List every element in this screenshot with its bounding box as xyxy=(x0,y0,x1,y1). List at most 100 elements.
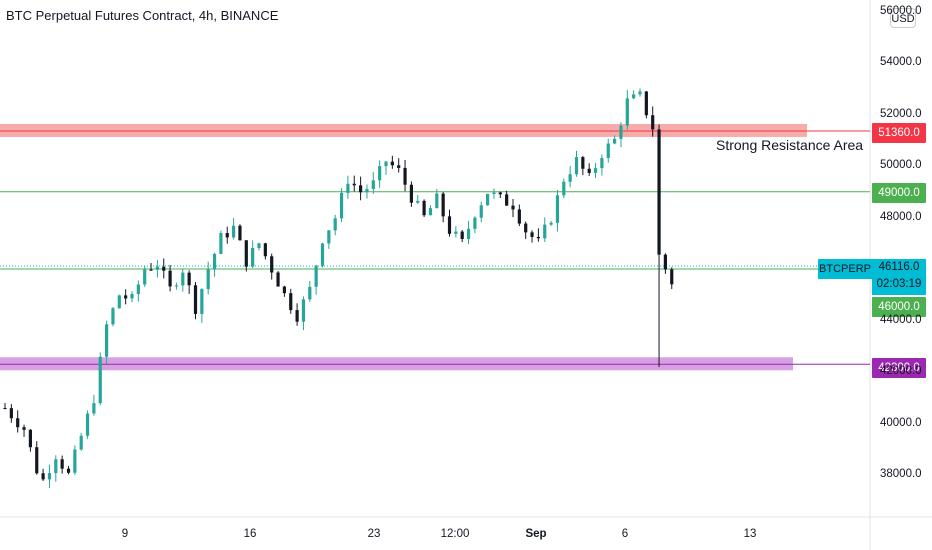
candle-body xyxy=(181,272,185,286)
candle-body xyxy=(143,269,147,285)
candle-body xyxy=(397,165,401,168)
candle-body xyxy=(543,224,547,239)
chart-title: BTC Perpetual Futures Contract, 4h, BINA… xyxy=(6,8,279,23)
candle-body xyxy=(66,468,71,473)
candle-body xyxy=(333,218,337,231)
candle-body xyxy=(232,225,236,238)
candle-body xyxy=(98,356,102,404)
candle-body xyxy=(511,205,515,210)
candle-body xyxy=(346,183,350,193)
candle-body xyxy=(555,195,560,223)
candle-body xyxy=(289,293,293,311)
support-price-label: 42300.0 xyxy=(872,358,926,378)
candle-body xyxy=(54,459,58,474)
candle-body xyxy=(651,115,655,130)
candle-body xyxy=(378,166,382,181)
live-price-label: 46116.0 02:03:19 xyxy=(872,259,926,295)
candle-body xyxy=(244,240,248,267)
live-price-value: 46116.0 xyxy=(878,261,920,273)
candle-body xyxy=(200,289,204,314)
candle-body xyxy=(657,129,661,255)
candle-body xyxy=(384,161,388,167)
level-49000-label: 49000.0 xyxy=(872,183,926,203)
candle-body xyxy=(549,222,553,225)
level-46000-label: 46000.0 xyxy=(872,297,926,317)
resistance-price-label: 51360.0 xyxy=(872,123,926,143)
bar-countdown: 02:03:19 xyxy=(876,278,922,290)
candle-body xyxy=(416,200,420,203)
candle-body xyxy=(454,231,458,234)
candle-body xyxy=(22,427,26,430)
price-tick-label: 40000.0 xyxy=(880,416,922,429)
candle-body xyxy=(479,205,483,218)
candle-body xyxy=(435,193,439,209)
candle-body xyxy=(441,193,445,217)
candle-body xyxy=(574,157,579,175)
candle-body xyxy=(41,473,45,480)
candle-body xyxy=(60,459,64,469)
candle-body xyxy=(593,168,598,173)
candle-body xyxy=(308,286,312,300)
date-tick-label: 16 xyxy=(243,528,257,540)
candle-body xyxy=(365,188,369,193)
candle-body xyxy=(638,91,642,95)
candle-body xyxy=(174,285,179,287)
candle-body xyxy=(92,403,96,414)
price-tick-label: 56000.0 xyxy=(880,4,922,17)
candle-body xyxy=(409,184,413,203)
candle-body xyxy=(105,324,109,357)
price-tick-label: 50000.0 xyxy=(880,159,922,171)
candle-body xyxy=(79,435,83,450)
candle-body xyxy=(149,269,153,271)
candle-body xyxy=(124,295,128,299)
candle-body xyxy=(606,143,610,158)
candle-body xyxy=(359,185,363,193)
candle-body xyxy=(473,217,477,229)
candle-body xyxy=(562,181,566,196)
candle-body xyxy=(3,408,7,410)
candle-body xyxy=(263,243,267,257)
candle-body xyxy=(270,256,274,273)
candle-body xyxy=(130,294,134,299)
candle-body xyxy=(212,253,217,270)
candle-body xyxy=(492,192,496,194)
candle-body xyxy=(73,449,77,473)
price-tick-label: 48000.0 xyxy=(880,210,922,223)
date-tick-label: Sep xyxy=(525,528,547,540)
candle-body xyxy=(320,243,325,266)
candle-body xyxy=(168,270,172,287)
candle-body xyxy=(632,94,636,99)
candle-body xyxy=(327,230,331,244)
candle-body xyxy=(238,225,242,241)
candle-body xyxy=(486,193,490,206)
candle-body xyxy=(581,157,585,169)
candle-body xyxy=(257,243,261,249)
date-tick-label: 13 xyxy=(743,528,757,540)
candle-body xyxy=(193,285,198,314)
price-tick-label: 42000.0 xyxy=(880,365,922,377)
candle-body xyxy=(276,272,280,287)
date-tick-label: 9 xyxy=(121,528,129,540)
candle-body xyxy=(9,408,13,419)
candle-body xyxy=(460,231,464,239)
price-tick-label: 44000.0 xyxy=(880,313,922,326)
candle-body xyxy=(422,200,426,216)
currency-button[interactable]: USD xyxy=(890,8,916,28)
candle-body xyxy=(466,228,471,239)
candle-body xyxy=(301,299,306,322)
candle-body xyxy=(428,208,433,216)
candle-body xyxy=(600,157,604,169)
candle-body xyxy=(206,269,210,290)
candle-body xyxy=(447,216,452,234)
candle-body xyxy=(536,236,540,239)
candle-body xyxy=(403,167,407,185)
candle-body xyxy=(35,447,39,474)
candle-body xyxy=(498,192,502,195)
candle-body xyxy=(295,310,299,322)
candle-body xyxy=(155,266,159,270)
date-tick-label: 6 xyxy=(621,528,629,540)
candle-body xyxy=(47,473,52,480)
candle-body xyxy=(613,138,617,144)
candle-body xyxy=(619,125,623,139)
